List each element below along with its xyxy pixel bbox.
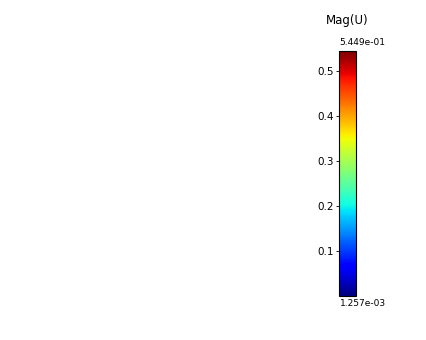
Text: 1.257e-03: 1.257e-03 <box>339 300 385 308</box>
Text: 5.449e-01: 5.449e-01 <box>339 38 385 47</box>
Text: Mag(U): Mag(U) <box>325 14 368 27</box>
